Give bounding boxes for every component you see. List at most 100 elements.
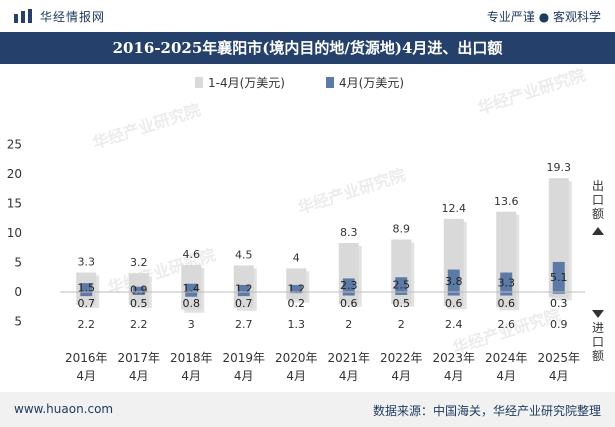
x-tick-label-month: 4月: [391, 369, 411, 383]
label-export-apr: 5.1: [550, 271, 568, 284]
bar-import-jan-apr: [128, 292, 149, 305]
x-tick-label-year: 2022年: [380, 351, 423, 365]
arrow-down-icon: [592, 310, 604, 318]
label-import-apr: 0.6: [445, 297, 463, 310]
bar-import-apr: [395, 292, 408, 295]
x-tick-label-year: 2019年: [222, 351, 265, 365]
legend-swatch-jan-apr: [195, 77, 203, 88]
bar-export-apr: [552, 261, 565, 292]
label-export-jan-apr: 4.6: [183, 248, 201, 261]
bar-import-apr: [132, 292, 145, 295]
footer: www.huaon.com 数据来源：中国海关，华经产业研究院整理: [0, 392, 615, 427]
label-export-apr: 3.3: [498, 276, 516, 289]
label-import-jan-apr: 2.2: [78, 318, 96, 331]
label-export-apr: 1.4: [183, 282, 201, 295]
x-tick-label-year: 2020年: [275, 351, 318, 365]
label-import-jan-apr: 2.7: [235, 318, 253, 331]
label-import-apr: 0.8: [183, 297, 201, 310]
label-export-apr: 2.5: [393, 279, 411, 292]
y-tick-label: 5: [14, 256, 22, 270]
label-import-jan-apr: 2.6: [498, 318, 516, 331]
bar-import-apr: [552, 292, 565, 294]
bar-export-jan-apr: [496, 211, 517, 292]
bar-import-apr: [447, 292, 460, 296]
label-export-jan-apr: 19.3: [547, 161, 572, 174]
label-import-apr: 0.7: [235, 297, 253, 310]
label-import-apr: 0.5: [130, 297, 148, 310]
label-export-jan-apr: 12.4: [442, 202, 467, 215]
brand-name: 华经情报网: [40, 10, 106, 24]
bar-import-apr: [80, 292, 93, 297]
y-tick-label: 20: [7, 167, 22, 181]
bar-export-apr: [447, 269, 460, 292]
label-export-apr: 1.2: [235, 282, 253, 295]
bar-export-apr: [290, 284, 303, 292]
label-import-jan-apr: 2.2: [130, 318, 148, 331]
label-export-apr: 1.2: [288, 282, 306, 295]
x-tick-label-year: 2024年: [485, 351, 528, 365]
label-import-jan-apr: 3: [188, 318, 195, 331]
label-import-jan-apr: 0.9: [550, 318, 568, 331]
watermark-text: 华经产业研究院: [450, 305, 562, 358]
bar-import-jan-apr: [443, 292, 464, 307]
bar-export-apr: [80, 283, 93, 292]
export-side-label-char: 出: [592, 179, 604, 193]
label-export-jan-apr: 3.3: [78, 256, 96, 269]
chart-title: 2016-2025年襄阳市(境内目的地/货源地)4月进、出口额: [0, 32, 615, 64]
bar-export-apr: [237, 284, 250, 292]
x-tick-label-month: 4月: [496, 369, 516, 383]
label-import-apr: 0.6: [340, 297, 358, 310]
label-export-jan-apr: 4: [293, 251, 300, 264]
label-import-jan-apr: 2: [345, 318, 352, 331]
label-export-jan-apr: 8.3: [340, 226, 358, 239]
x-tick-label-month: 4月: [129, 369, 149, 383]
label-import-apr: 0.7: [78, 297, 96, 310]
x-tick-label-year: 2017年: [117, 351, 160, 365]
label-import-jan-apr: 2: [398, 318, 405, 331]
label-export-jan-apr: 13.6: [494, 195, 519, 208]
bar-import-jan-apr: [286, 292, 307, 300]
y-tick-label: 25: [7, 138, 22, 152]
bar-export-apr: [395, 277, 408, 292]
bar-import-jan-apr: [338, 292, 359, 304]
bar-import-apr: [185, 292, 198, 297]
x-tick-label-year: 2016年: [65, 351, 108, 365]
arrow-up-icon: [592, 227, 604, 235]
label-export-apr: 0.9: [130, 283, 148, 296]
bar-import-jan-apr: [496, 292, 517, 308]
x-tick-label-year: 2025年: [537, 351, 580, 365]
bar-export-apr: [342, 278, 355, 292]
bar-import-apr: [342, 292, 355, 296]
x-tick-label-month: 4月: [444, 369, 464, 383]
import-side-label-char: 口: [592, 335, 604, 349]
label-export-apr: 2.3: [340, 279, 358, 292]
legend-swatch-apr: [326, 77, 334, 88]
top-bar: 华经情报网 专业严谨 ● 客观科学: [0, 0, 615, 32]
y-tick-label: 15: [7, 197, 22, 211]
label-export-apr: 1.5: [78, 282, 96, 295]
x-tick-label-month: 4月: [181, 369, 201, 383]
y-tick-label: 0: [14, 285, 22, 299]
x-tick-label-month: 4月: [286, 369, 306, 383]
x-tick-label-month: 4月: [234, 369, 254, 383]
export-side-label-char: 口: [592, 193, 604, 207]
bar-import-apr: [237, 292, 250, 297]
label-import-jan-apr: 1.3: [288, 318, 306, 331]
label-export-jan-apr: 3.2: [130, 256, 148, 269]
x-tick-label-month: 4月: [549, 369, 569, 383]
legend-label-apr: 4月(万美元): [339, 76, 404, 90]
footer-website: www.huaon.com: [14, 402, 114, 416]
label-import-apr: 0.5: [393, 297, 411, 310]
watermark-text: 华经产业研究院: [475, 65, 587, 118]
bar-export-apr: [185, 283, 198, 292]
logo-icon: [14, 9, 32, 23]
x-tick-label-year: 2018年: [170, 351, 213, 365]
x-tick-label-year: 2021年: [327, 351, 370, 365]
legend-label-jan-apr: 1-4月(万美元): [208, 76, 285, 90]
import-side-label-char: 进: [592, 321, 604, 335]
x-tick-label-month: 4月: [76, 369, 96, 383]
import-side-label-char: 额: [592, 349, 604, 363]
label-import-apr: 0.3: [550, 297, 568, 310]
watermark-text: 华经产业研究院: [90, 100, 202, 153]
